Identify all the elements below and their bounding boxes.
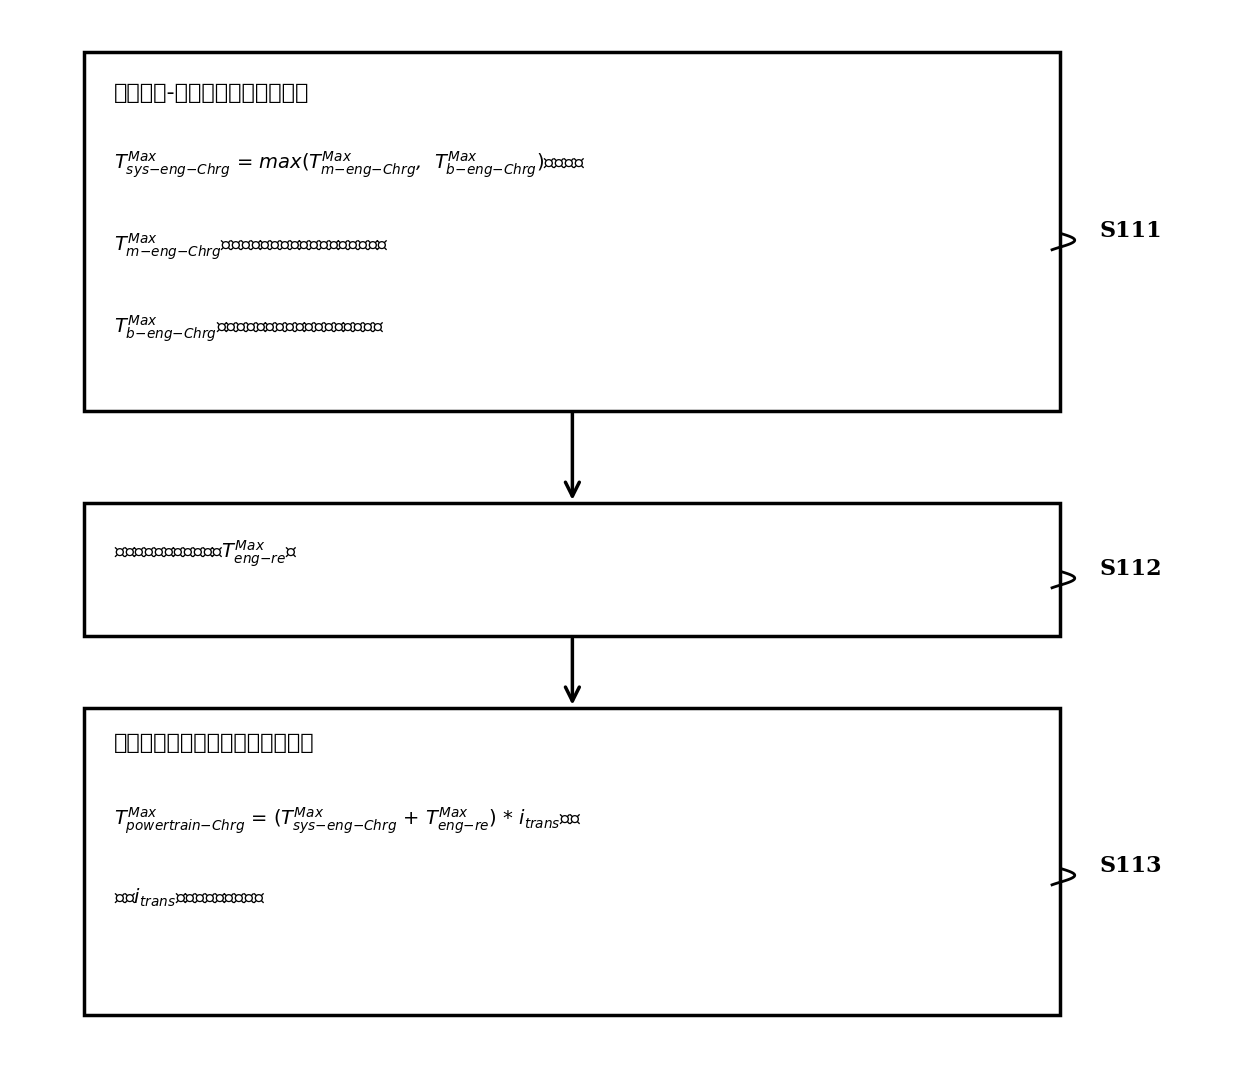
Text: S113: S113: [1100, 856, 1162, 877]
Text: $T_{powertrain\mathit{-}Chrg}^{Max}$ = $(T_{sys\mathit{-}eng\mathit{-}Chrg}^{Max: $T_{powertrain\mathit{-}Chrg}^{Max}$ = $…: [114, 805, 582, 835]
Text: $T_{m\mathit{-}eng\mathit{-}Chrg}^{Max}$为发动机输出端的电机最大充电扭矩，: $T_{m\mathit{-}eng\mathit{-}Chrg}^{Max}$…: [114, 232, 389, 261]
Bar: [84, 503, 1060, 636]
Text: $T_{b\mathit{-}eng\mathit{-}Chrg}^{Max}$为发动机输出端的电池最大充电扭矩；: $T_{b\mathit{-}eng\mathit{-}Chrg}^{Max}$…: [114, 314, 384, 344]
Text: 计算发动机最大反拖扭矩$T_{eng\mathit{-}re}^{Max}$；: 计算发动机最大反拖扭矩$T_{eng\mathit{-}re}^{Max}$；: [114, 539, 298, 569]
Text: $T_{sys\mathit{-}eng\mathit{-}Chrg}^{Max}$ = $\mathit{max}(T_{m\mathit{-}eng\mat: $T_{sys\mathit{-}eng\mathit{-}Chrg}^{Max…: [114, 149, 585, 180]
Bar: [84, 707, 1060, 1015]
Bar: [84, 52, 1060, 411]
Text: 中，$i_{trans}$为变速箱传动速比。: 中，$i_{trans}$为变速箱传动速比。: [114, 887, 265, 909]
Text: 计算电机-电池系统最大充电扭矩: 计算电机-电池系统最大充电扭矩: [114, 83, 310, 102]
Text: S112: S112: [1100, 558, 1162, 580]
Text: S111: S111: [1100, 220, 1162, 242]
Text: 计算轻混动力系统的最大充电扭矩: 计算轻混动力系统的最大充电扭矩: [114, 733, 315, 753]
